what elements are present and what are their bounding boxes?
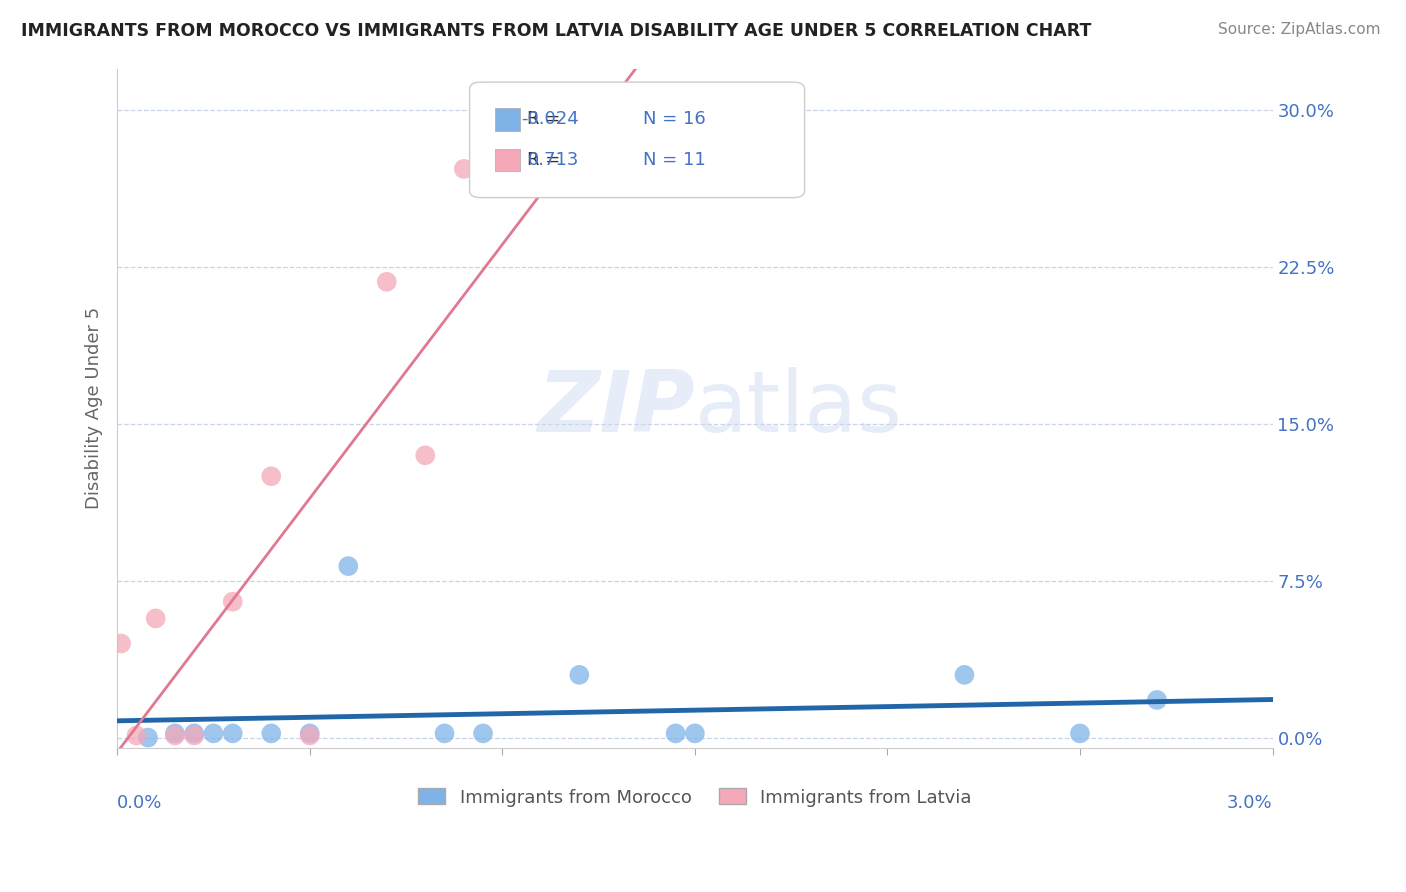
Point — [136, 731, 159, 745]
Point — [260, 726, 283, 740]
Point — [337, 559, 360, 574]
FancyBboxPatch shape — [470, 82, 804, 198]
Point — [222, 595, 245, 609]
Text: 0.0%: 0.0% — [117, 794, 163, 812]
Point — [433, 726, 456, 740]
FancyBboxPatch shape — [495, 108, 520, 131]
Point — [110, 636, 132, 650]
Text: IMMIGRANTS FROM MOROCCO VS IMMIGRANTS FROM LATVIA DISABILITY AGE UNDER 5 CORRELA: IMMIGRANTS FROM MOROCCO VS IMMIGRANTS FR… — [21, 22, 1091, 40]
Point — [222, 726, 245, 740]
Point — [1146, 693, 1168, 707]
Point — [953, 668, 976, 682]
Point — [683, 726, 706, 740]
Y-axis label: Disability Age Under 5: Disability Age Under 5 — [86, 307, 103, 509]
Text: atlas: atlas — [695, 367, 903, 450]
Point — [183, 729, 205, 743]
Point — [453, 161, 475, 176]
Point — [413, 448, 436, 462]
Point — [375, 275, 398, 289]
Point — [183, 726, 205, 740]
Point — [145, 611, 167, 625]
Legend: Immigrants from Morocco, Immigrants from Latvia: Immigrants from Morocco, Immigrants from… — [411, 781, 979, 814]
Text: Source: ZipAtlas.com: Source: ZipAtlas.com — [1218, 22, 1381, 37]
Text: 3.0%: 3.0% — [1227, 794, 1272, 812]
Text: 0.713: 0.713 — [527, 152, 579, 169]
Point — [202, 726, 225, 740]
Point — [568, 668, 591, 682]
Point — [163, 726, 186, 740]
Text: R =: R = — [527, 152, 567, 169]
Text: N = 16: N = 16 — [643, 111, 706, 128]
Point — [1069, 726, 1091, 740]
Point — [472, 726, 495, 740]
Point — [125, 729, 148, 743]
Point — [298, 729, 321, 743]
Point — [298, 726, 321, 740]
Text: R =: R = — [527, 111, 567, 128]
FancyBboxPatch shape — [495, 149, 520, 171]
Text: N = 11: N = 11 — [643, 152, 706, 169]
Point — [665, 726, 688, 740]
Point — [260, 469, 283, 483]
Text: ZIP: ZIP — [537, 367, 695, 450]
Point — [163, 729, 186, 743]
Text: -0.024: -0.024 — [522, 111, 579, 128]
